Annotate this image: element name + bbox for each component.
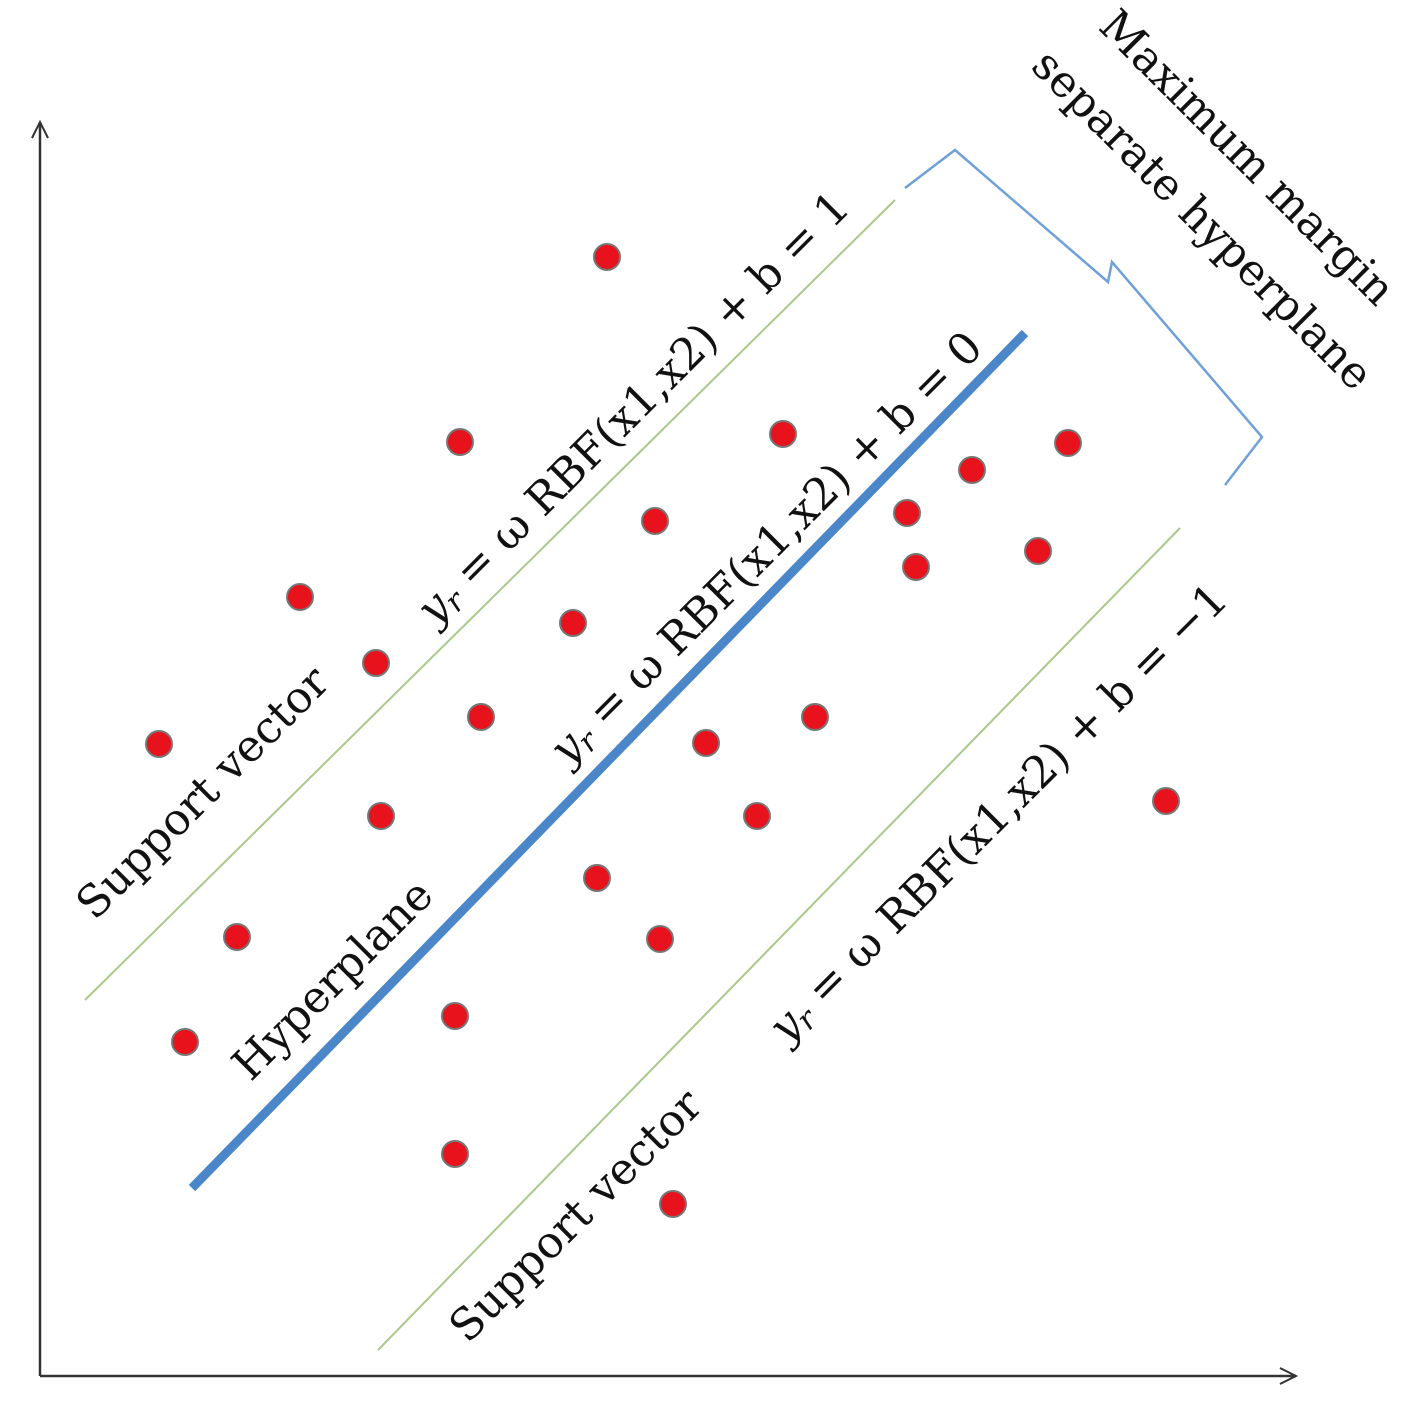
data-point (171, 1028, 199, 1056)
upper-margin-line (84, 199, 896, 1001)
data-point (646, 925, 674, 953)
lower-margin-line (377, 527, 1181, 1351)
data-point (286, 583, 314, 611)
data-point (801, 703, 829, 731)
data-point (641, 507, 669, 535)
data-point (593, 243, 621, 271)
data-point (223, 923, 251, 951)
data-point (441, 1140, 469, 1168)
data-point (362, 649, 390, 677)
data-point (441, 1002, 469, 1030)
data-point (367, 802, 395, 830)
data-point (1152, 787, 1180, 815)
data-point (467, 703, 495, 731)
data-point (692, 729, 720, 757)
data-point (893, 499, 921, 527)
hyperplane-line (188, 329, 1029, 1192)
equation: yr = ω RBF(x1,x2) + b = 0 (538, 321, 995, 778)
margin-brace (904, 148, 1264, 486)
support-vector-label: Support vector (66, 656, 339, 929)
data-points (145, 243, 1180, 1218)
data-point (1024, 537, 1052, 565)
data-point (1054, 429, 1082, 457)
data-point (145, 730, 173, 758)
data-point (559, 609, 587, 637)
data-point (958, 456, 986, 484)
data-point (446, 428, 474, 456)
data-point (902, 553, 930, 581)
data-point (659, 1190, 687, 1218)
data-point (743, 802, 771, 830)
data-point (583, 864, 611, 892)
hyperplane-label: Hyperplane (222, 869, 443, 1090)
data-point (769, 420, 797, 448)
